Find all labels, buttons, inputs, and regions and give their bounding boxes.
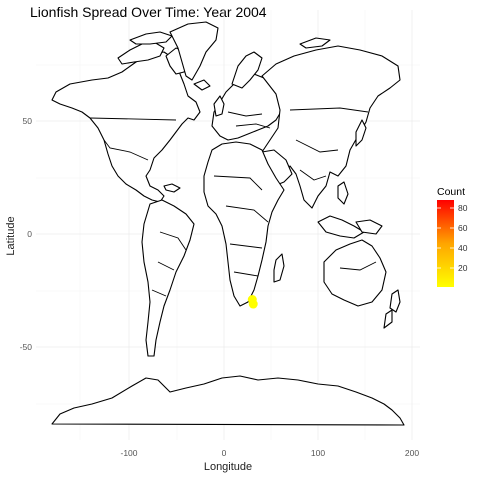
legend-colorbar [437,200,454,287]
y-axis-title: Latitude [5,216,17,255]
antarctica-landmass [51,375,405,426]
madagascar-landmass [273,253,285,283]
y-axis: 50 0 -50 Latitude [5,116,32,352]
x-axis-title: Longitude [204,461,252,473]
legend-tick-label: 60 [458,223,468,233]
y-tick-label: -50 [20,342,33,352]
country-borders [89,107,377,297]
asia-landmass [261,45,401,209]
world-landmasses [51,21,405,426]
new-zealand-landmass [389,289,401,313]
south-america-landmass [141,199,195,357]
x-tick-label: 200 [405,448,419,458]
new-zealand-south-landmass [383,309,393,329]
philippines-landmass [337,181,349,205]
legend-tick-label: 40 [458,243,468,253]
x-tick-label: 100 [311,448,325,458]
british-isles-landmass [213,95,225,117]
arctic-islands-north-landmass [129,31,173,45]
new-guinea-landmass [355,219,383,235]
arctic-islands-landmass [117,41,165,65]
australia-landmass [323,239,387,307]
africa-landmass [203,141,285,307]
x-tick-label: -100 [120,448,137,458]
caribbean-islands-landmass [163,183,181,193]
legend-ticks [437,207,454,269]
legend-tick-label: 80 [458,203,468,213]
y-tick-label: 0 [27,229,32,239]
greenland-landmass [169,21,219,81]
count-legend: Count 80 60 40 20 [437,186,468,287]
legend-tick-label: 20 [458,263,468,273]
scandinavia-landmass [231,51,263,89]
observation-layer [247,295,258,309]
legend-title: Count [437,186,465,198]
x-tick-label: 0 [222,448,227,458]
page-title: Lionfish Spread Over Time: Year 2004 [30,4,267,20]
north-america-landmass [51,51,201,203]
iceland-landmass [193,79,211,91]
siberian-islands-landmass [299,37,331,49]
y-tick-label: 50 [23,116,33,126]
japan-landmass [355,119,367,147]
observation-point [248,299,258,309]
indonesia-landmass [317,215,365,239]
x-axis: -100 0 100 200 Longitude [120,448,419,473]
